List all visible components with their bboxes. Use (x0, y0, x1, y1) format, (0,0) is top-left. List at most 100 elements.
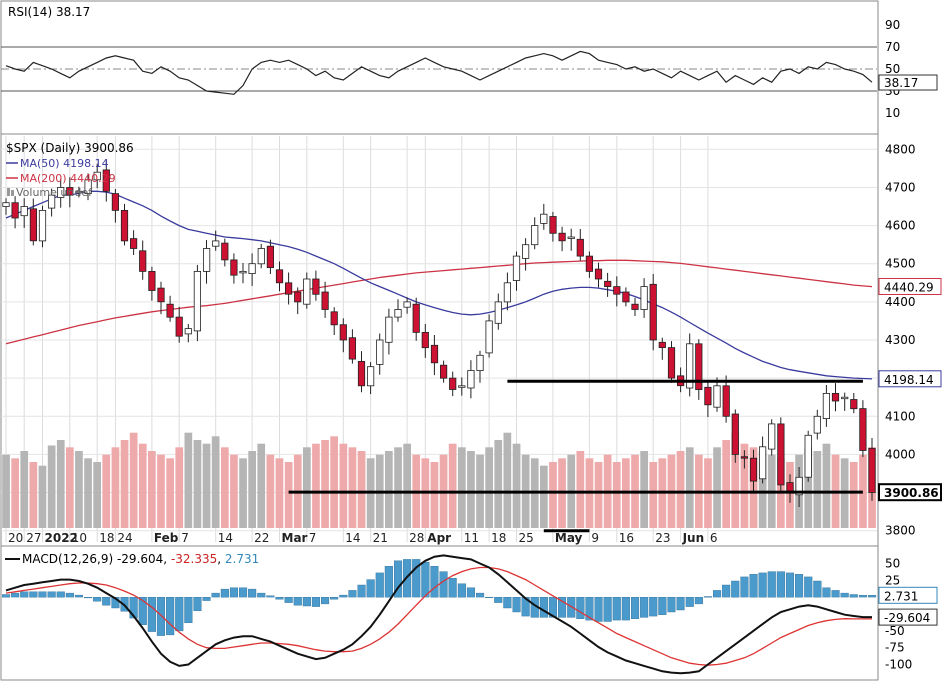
volume-bar (202, 443, 211, 528)
candle-body (822, 392, 831, 419)
candle (549, 211, 557, 242)
candle-body (704, 386, 712, 406)
candle (713, 377, 721, 412)
volume-bar (193, 440, 202, 528)
candle (531, 217, 539, 250)
candle-body (139, 250, 147, 272)
price-tick-label: 4000 (885, 447, 916, 461)
candle-body (93, 171, 101, 181)
candle (585, 251, 594, 278)
macd-legend-label: MACD(12,26,9) -29.604, -32.335, 2.731 (22, 552, 259, 566)
macd-hist-bar (594, 597, 603, 622)
macd-hist-bar (849, 594, 858, 598)
macd-value-tags: 2.731 -29.604 (878, 586, 938, 626)
candle (38, 205, 47, 248)
candle-body (658, 341, 666, 348)
candle (385, 308, 393, 355)
volume-bar (175, 447, 184, 528)
macd-hist-bar (375, 572, 384, 598)
macd-hist-bar (448, 578, 457, 598)
macd-hist-bar (512, 597, 521, 613)
macd-hist-bar (548, 597, 557, 618)
candle-body (66, 187, 74, 196)
candle (759, 436, 767, 484)
candle (48, 188, 56, 217)
candle (695, 339, 703, 400)
candle-body (804, 434, 812, 478)
volume-bar (594, 462, 603, 528)
candle-body (403, 301, 411, 308)
macd-tag: 2.731 (878, 586, 938, 604)
candle-body (48, 194, 56, 209)
candle-body (768, 423, 776, 450)
candle (129, 230, 138, 255)
macd-hist-bar (202, 597, 211, 601)
macd-tag-label: -29.604 (884, 611, 930, 625)
price-tag: 4198.14 (878, 370, 942, 388)
candle (667, 341, 676, 383)
candle (467, 360, 475, 399)
candle (29, 198, 38, 246)
price-tag-label: 4198.14 (884, 373, 934, 387)
volume-bar (120, 440, 129, 528)
candle (813, 409, 821, 440)
macd-hist-bar (211, 592, 220, 598)
candle-body (795, 476, 803, 496)
rsi-line (5, 50, 873, 95)
macd-hist-bar (166, 597, 175, 636)
macd-hist-bar (357, 584, 366, 598)
candle (850, 393, 858, 414)
candle (859, 400, 867, 458)
candle-body (686, 343, 694, 389)
candle-body (111, 193, 119, 211)
candle-body (421, 331, 429, 349)
price-tag-box (878, 483, 942, 502)
candle (348, 329, 357, 364)
macd-hist-bar (439, 571, 448, 598)
candle-body (476, 354, 484, 371)
candle (686, 333, 694, 397)
volume-bar (804, 447, 813, 528)
volume-bar (813, 451, 822, 528)
volume-bar (84, 458, 92, 528)
candle-body (239, 270, 247, 274)
candle (394, 299, 402, 322)
candle-body (20, 206, 28, 217)
candle-body (613, 286, 621, 295)
macd-hist-bar (840, 592, 849, 598)
macd-hist-bar (156, 597, 166, 636)
volume-bar (494, 440, 503, 528)
candle (449, 371, 457, 397)
candle-body (522, 244, 530, 259)
candle-body (376, 339, 384, 365)
candle-body (549, 216, 557, 234)
candle (157, 281, 165, 315)
volume-bar (257, 443, 266, 528)
date-tick-label: 7 (181, 531, 189, 545)
candle-body (366, 366, 375, 387)
candle-body (567, 236, 575, 239)
candle-body (585, 255, 594, 272)
candle (202, 240, 211, 284)
candle (512, 251, 521, 291)
candle-body (740, 456, 749, 459)
candle (303, 272, 311, 309)
candle (166, 295, 174, 322)
macd-hist-bar (56, 591, 65, 598)
date-tick-label: 16 (619, 531, 634, 545)
date-tick-label: 9 (591, 531, 599, 545)
candle-body (166, 303, 174, 318)
volume-bar (102, 454, 111, 528)
volume-bar (503, 432, 512, 528)
macd-hist-bar (603, 597, 612, 622)
volume-bar (211, 436, 220, 528)
candle (312, 270, 320, 301)
price-axis-ticks: 4800470046004500440043004200410040003900… (885, 142, 916, 537)
volume-bar (129, 432, 138, 528)
macd-hist-bar (175, 597, 184, 632)
candle-body (102, 169, 110, 192)
candle (84, 173, 92, 201)
candle-body (84, 179, 92, 194)
candle-body (57, 187, 65, 198)
